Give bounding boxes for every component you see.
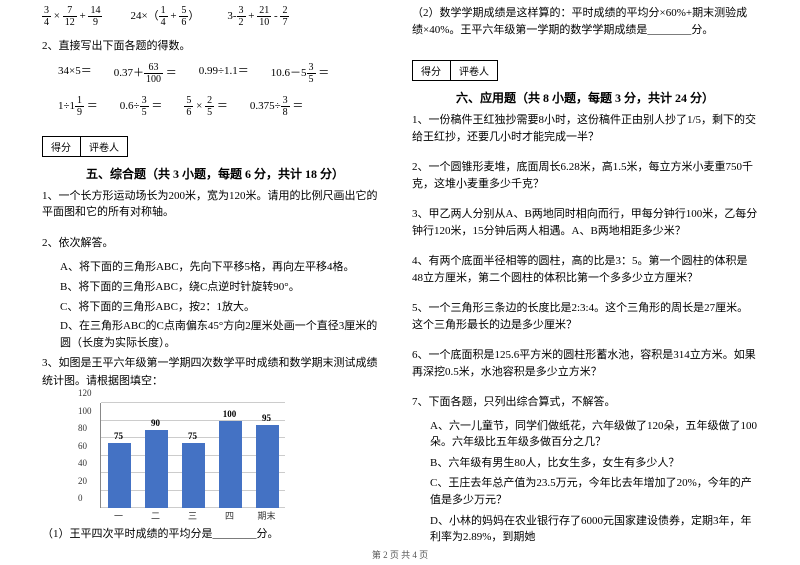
expr-3: 3-32 + 2110 - 27 xyxy=(227,5,289,28)
y-tick-label: 80 xyxy=(78,423,87,433)
c5: 1÷119 ＝ xyxy=(58,95,98,118)
c2: 0.37＋63100 ＝ xyxy=(114,62,177,85)
r-q7-a: A、六一儿童节，同学们做纸花，六年级做了120朵，五年级做了100朵。六年级比五… xyxy=(412,418,758,451)
x-tick-label: 一 xyxy=(114,509,123,522)
q2-title: 2、直接写出下面各题的得数。 xyxy=(42,38,388,56)
x-tick-label: 二 xyxy=(151,509,160,522)
y-tick-label: 20 xyxy=(78,476,87,486)
bar-value-label: 75 xyxy=(188,431,197,441)
bar-value-label: 95 xyxy=(262,413,271,423)
section-5-title: 五、综合题（共 3 小题，每题 6 分，共计 18 分） xyxy=(42,165,388,182)
q5-2-title: 2、依次解答。 xyxy=(42,235,388,253)
r-q7-c: C、王庄去年总产值为23.5万元，今年比去年增加了20%，今年的产值是多少万元？ xyxy=(412,475,758,508)
grader-cell: 评卷人 xyxy=(81,137,127,156)
score-box-r: 得分 评卷人 xyxy=(412,60,498,81)
page-footer: 第 2 页 共 4 页 xyxy=(0,548,800,561)
expr-2: 24×（14 + 56） xyxy=(130,5,199,28)
q5-2-c: C、将下面的三角形ABC，按2：1放大。 xyxy=(42,298,388,314)
bar-value-label: 100 xyxy=(223,409,237,419)
score-box: 得分 评卷人 xyxy=(42,136,128,157)
left-column: 34 × 712 + 149 24×（14 + 56） 3-32 + 2110 … xyxy=(30,5,400,545)
c1: 34×5＝ xyxy=(58,62,92,85)
r-q4: 4、有两个底面半径相等的圆柱，高的比是3：5。第一个圆柱的体积是48立方厘米，第… xyxy=(412,253,758,286)
x-tick-label: 四 xyxy=(225,509,234,522)
q5-3-sub1: （1）王平四次平时成绩的平均分是________分。 xyxy=(42,526,388,544)
calc-row-2: 1÷119 ＝ 0.6÷35 ＝ 56 × 25 ＝ 0.375÷38 ＝ xyxy=(42,95,388,118)
chart-bar xyxy=(182,443,204,509)
r-q7-title: 7、下面各题，只列出综合算式，不解答。 xyxy=(412,394,758,412)
r-q3: 3、甲乙两人分别从A、B两地同时相向而行，甲每分钟行100米，乙每分钟行120米… xyxy=(412,206,758,239)
c8: 0.375÷38 ＝ xyxy=(250,95,304,118)
x-tick-label: 期末 xyxy=(257,509,275,522)
r-top: （2）数学学期成绩是这样算的：平时成绩的平均分×60%+期末测验成绩×40%。王… xyxy=(412,5,758,38)
y-tick-label: 40 xyxy=(78,458,87,468)
calc-row-1: 34×5＝ 0.37＋63100 ＝ 0.99÷1.1＝ 10.6－535 ＝ xyxy=(42,62,388,85)
r-q2: 2、一个圆锥形麦堆，底面周长6.28米，高1.5米，每立方米小麦重750千克，这… xyxy=(412,159,758,192)
y-tick-label: 60 xyxy=(78,441,87,451)
r-q1: 1、一份稿件王红独抄需要8小时，这份稿件正由别人抄了1/5，剩下的交给王红抄，还… xyxy=(412,112,758,145)
chart-bar xyxy=(256,425,278,508)
grader-cell-r: 评卷人 xyxy=(451,61,497,80)
chart-bar xyxy=(145,430,167,509)
c6: 0.6÷35 ＝ xyxy=(120,95,163,118)
y-tick-label: 120 xyxy=(78,388,92,398)
score-cell-r: 得分 xyxy=(413,61,451,80)
chart-bar xyxy=(219,421,241,509)
r-q6: 6、一个底面积是125.6平方米的圆柱形蓄水池，容积是314立方米。如果再深挖0… xyxy=(412,347,758,380)
right-column: （2）数学学期成绩是这样算的：平时成绩的平均分×60%+期末测验成绩×40%。王… xyxy=(400,5,770,545)
q5-1: 1、一个长方形运动场长为200米，宽为120米。请用的比例尺画出它的平面图和它的… xyxy=(42,188,388,221)
chart-bar xyxy=(108,443,130,509)
section-6-title: 六、应用题（共 8 小题，每题 3 分，共计 24 分） xyxy=(412,89,758,106)
r-q5: 5、一个三角形三条边的长度比是2:3:4。这个三角形的周长是27厘米。这个三角形… xyxy=(412,300,758,333)
r-q7-d: D、小林的妈妈在农业银行存了6000元国家建设债券，定期3年，年利率为2.89%… xyxy=(412,512,758,544)
bar-chart: 020406080100120 75一90二75三100四95期末 xyxy=(72,396,292,526)
q5-3: 3、如图是王平六年级第一学期四次数学平时成绩和数学期末测试成绩统计图。请根据图填… xyxy=(42,355,388,390)
y-tick-label: 100 xyxy=(78,406,92,416)
q5-2-b: B、将下面的三角形ABC，绕C点逆时针旋转90°。 xyxy=(42,278,388,294)
c4: 10.6－535 ＝ xyxy=(271,62,330,85)
r-q7-b: B、六年级有男生80人，比女生多，女生有多少人？ xyxy=(412,455,758,472)
score-cell: 得分 xyxy=(43,137,81,156)
c7: 56 × 25 ＝ xyxy=(184,95,227,118)
q5-2-a: A、将下面的三角形ABC，先向下平移5格，再向左平移4格。 xyxy=(42,258,388,274)
q5-2-d: D、在三角形ABC的C点南偏东45°方向2厘米处画一个直径3厘米的圆（长度为实际… xyxy=(42,318,388,351)
y-tick-label: 0 xyxy=(78,493,83,503)
x-tick-label: 三 xyxy=(188,509,197,522)
bar-value-label: 90 xyxy=(151,418,160,428)
expr-1: 34 × 712 + 149 xyxy=(42,5,102,28)
c3: 0.99÷1.1＝ xyxy=(199,62,249,85)
formula-row-1: 34 × 712 + 149 24×（14 + 56） 3-32 + 2110 … xyxy=(42,5,388,28)
bar-value-label: 75 xyxy=(114,431,123,441)
